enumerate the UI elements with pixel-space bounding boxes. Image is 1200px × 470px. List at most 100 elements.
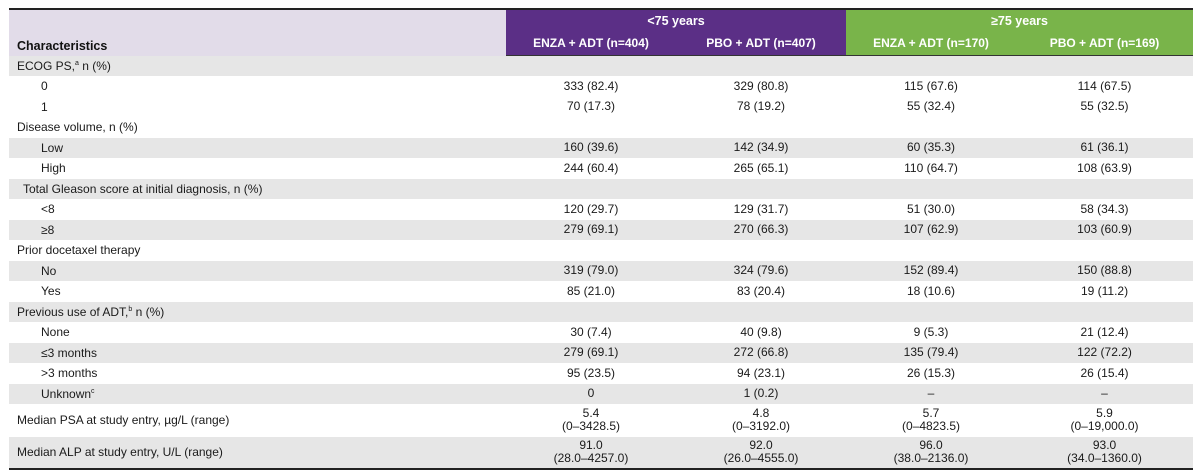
value-cell: 142 (34.9) bbox=[676, 137, 847, 159]
value-cell: 110 (64.7) bbox=[846, 158, 1017, 179]
value-cell: 103 (60.9) bbox=[1016, 219, 1194, 241]
column-header-pbo-75-plus: PBO + ADT (n=169) bbox=[1016, 31, 1194, 56]
row-label: Low bbox=[9, 137, 506, 159]
row-label: Previous use of ADT,b n (%) bbox=[9, 301, 506, 323]
value-cell bbox=[846, 301, 1017, 323]
table-body: ECOG PS,a n (%) 0 333 (82.4) 329 (80.8) 115 … bbox=[9, 55, 1194, 470]
value-cell bbox=[676, 301, 847, 323]
value-cell: 40 (9.8) bbox=[676, 322, 847, 343]
value-cell bbox=[1016, 55, 1194, 77]
value-cell: 319 (79.0) bbox=[506, 260, 676, 282]
row-label-text: Median ALP at study entry, U/L (range) bbox=[17, 445, 223, 459]
value-cell: 272 (66.8) bbox=[676, 342, 847, 364]
table-row: ECOG PS,a n (%) bbox=[9, 55, 1194, 77]
row-label-text: 0 bbox=[41, 79, 48, 94]
row-label: Yes bbox=[9, 281, 506, 302]
row-label: Disease volume, n (%) bbox=[9, 117, 506, 138]
value-cell: 96.0 (38.0–2136.0) bbox=[846, 436, 1017, 470]
table-row: Low 160 (39.6) 142 (34.9) 60 (35.3) 61 (36.1… bbox=[9, 137, 1194, 159]
value-cell: 5.9 (0–19,000.0) bbox=[1016, 404, 1194, 437]
table-row: High 244 (60.4) 265 (65.1) 110 (64.7) 108 (6… bbox=[9, 158, 1194, 179]
table-row: 1 70 (17.3) 78 (19.2) 55 (32.4) 55 (32.5) bbox=[9, 96, 1194, 118]
table-row: ≥8 279 (69.1) 270 (66.3) 107 (62.9) 103 (60.… bbox=[9, 219, 1194, 241]
row-label-text: Disease volume, n (%) bbox=[17, 120, 138, 135]
row-label-text: 1 bbox=[41, 99, 48, 114]
value-cell: 160 (39.6) bbox=[506, 137, 676, 159]
value-cell: 244 (60.4) bbox=[506, 158, 676, 179]
row-label-text: Yes bbox=[41, 284, 61, 299]
value-cell: 55 (32.5) bbox=[1016, 96, 1194, 118]
row-label-suffix: n (%) bbox=[132, 304, 165, 319]
value-cell: 279 (69.1) bbox=[506, 219, 676, 241]
row-label-text: Low bbox=[41, 140, 64, 155]
value-cell bbox=[506, 178, 676, 200]
value-cell bbox=[1016, 117, 1194, 138]
value-cell: 26 (15.4) bbox=[1016, 363, 1194, 384]
table-row: Yes 85 (21.0) 83 (20.4) 18 (10.6) 19 (11.2) bbox=[9, 281, 1194, 302]
table-row: 0 333 (82.4) 329 (80.8) 115 (67.6) 114 (67.5… bbox=[9, 76, 1194, 97]
value-cell: 115 (67.6) bbox=[846, 76, 1017, 97]
value-cell: 78 (19.2) bbox=[676, 96, 847, 118]
table-row: Previous use of ADT,b n (%) bbox=[9, 301, 1194, 323]
value-cell: 93.0 (34.0–1360.0) bbox=[1016, 436, 1194, 470]
row-label: 0 bbox=[9, 76, 506, 97]
value-cell: 279 (69.1) bbox=[506, 342, 676, 364]
value-cell: 333 (82.4) bbox=[506, 76, 676, 97]
value-cell: – bbox=[846, 383, 1017, 405]
value-cell: 51 (30.0) bbox=[846, 199, 1017, 220]
value-cell bbox=[676, 240, 847, 261]
value-cell: 70 (17.3) bbox=[506, 96, 676, 118]
row-label-text: Median PSA at study entry, µg/L (range) bbox=[17, 413, 230, 427]
value-cell: 95 (23.5) bbox=[506, 363, 676, 384]
value-cell: 61 (36.1) bbox=[1016, 137, 1194, 159]
footnote-marker: a bbox=[75, 59, 79, 67]
value-cell: 85 (21.0) bbox=[506, 281, 676, 302]
row-label-text: >3 months bbox=[41, 366, 98, 381]
column-header-pbo-under-75: PBO + ADT (n=407) bbox=[676, 31, 847, 56]
value-cell bbox=[676, 117, 847, 138]
table-row: None 30 (7.4) 40 (9.8) 9 (5.3) 21 (12.4) bbox=[9, 322, 1194, 343]
row-label: High bbox=[9, 158, 506, 179]
value-cell: 129 (31.7) bbox=[676, 199, 847, 220]
value-cell: 135 (79.4) bbox=[846, 342, 1017, 364]
row-label-text: Unknown bbox=[41, 386, 92, 401]
row-label-text: No bbox=[41, 263, 57, 278]
row-label-suffix: n (%) bbox=[78, 58, 111, 73]
value-cell bbox=[1016, 240, 1194, 261]
value-cell bbox=[1016, 178, 1194, 200]
value-cell: 270 (66.3) bbox=[676, 219, 847, 241]
row-label: >3 months bbox=[9, 363, 506, 384]
value-cell: 324 (79.6) bbox=[676, 260, 847, 282]
value-cell bbox=[506, 117, 676, 138]
value-cell: 60 (35.3) bbox=[846, 137, 1017, 159]
value-cell: 91.0 (28.0–4257.0) bbox=[506, 436, 676, 470]
table-row: Disease volume, n (%) bbox=[9, 117, 1194, 138]
row-label: Total Gleason score at initial diagnosis… bbox=[9, 178, 506, 200]
row-label: No bbox=[9, 260, 506, 282]
table-row: Median PSA at study entry, µg/L (range) 5… bbox=[9, 404, 1194, 437]
characteristics-table: Characteristics <75 years ≥75 years ENZA… bbox=[9, 8, 1194, 470]
row-label-text: Total Gleason score at initial diagnosis… bbox=[23, 181, 263, 196]
value-cell bbox=[846, 55, 1017, 77]
column-header-enza-under-75: ENZA + ADT (n=404) bbox=[506, 31, 676, 56]
value-cell: 108 (63.9) bbox=[1016, 158, 1194, 179]
value-cell: 92.0 (26.0–4555.0) bbox=[676, 436, 847, 470]
row-label: ≤3 months bbox=[9, 342, 506, 364]
value-cell: 4.8 (0–3192.0) bbox=[676, 404, 847, 437]
row-label-text: ≥8 bbox=[41, 222, 55, 237]
value-cell bbox=[846, 117, 1017, 138]
value-cell bbox=[846, 240, 1017, 261]
value-cell: 265 (65.1) bbox=[676, 158, 847, 179]
value-cell: 5.7 (0–4823.5) bbox=[846, 404, 1017, 437]
row-label-text: High bbox=[41, 161, 66, 176]
footnote-marker: c bbox=[91, 387, 95, 395]
row-label: None bbox=[9, 322, 506, 343]
value-cell: 83 (20.4) bbox=[676, 281, 847, 302]
table-row: Unknownc 0 1 (0.2) – – bbox=[9, 383, 1194, 405]
row-label: <8 bbox=[9, 199, 506, 220]
row-label: Median PSA at study entry, µg/L (range) bbox=[9, 404, 506, 437]
value-cell: 1 (0.2) bbox=[676, 383, 847, 405]
characteristics-table-container: Characteristics <75 years ≥75 years ENZA… bbox=[9, 8, 1194, 470]
characteristics-header: Characteristics bbox=[9, 8, 506, 56]
group-header-75-plus: ≥75 years bbox=[846, 8, 1194, 31]
